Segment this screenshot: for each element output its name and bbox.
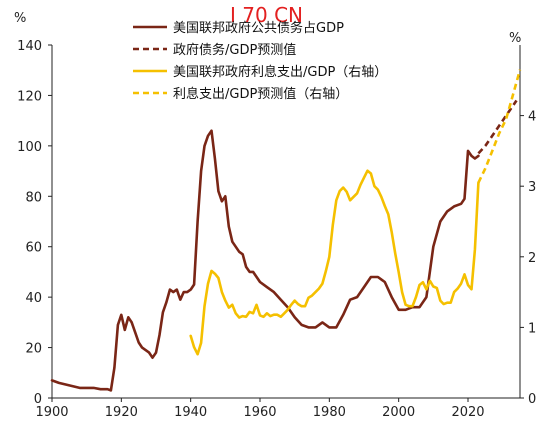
- legend-label: 美国联邦政府公共债务占GDP: [173, 20, 344, 36]
- legend: 美国联邦政府公共债务占GDP 政府债务/GDP预测值美国联邦政府利息支出/GDP（…: [133, 20, 387, 102]
- interest-gdp-line: [189, 169, 480, 356]
- x-ticks: 1900 1920 1940 1960 1980 2000 2020: [35, 398, 485, 420]
- watermark-text: I 70 CN: [230, 3, 303, 27]
- left-tick-label: 80: [25, 190, 42, 205]
- left-tick-label: 140: [17, 39, 42, 54]
- debt-gdp-line: [50, 129, 480, 392]
- left-tick-label: 100: [17, 140, 42, 155]
- right-tick-label: 0: [528, 392, 536, 407]
- right-tick-label: 3: [528, 180, 536, 195]
- series-layer: [50, 69, 522, 392]
- legend-label: 美国联邦政府利息支出/GDP（右轴）: [173, 64, 387, 80]
- axes: [51, 45, 521, 399]
- right-tick-label: 1: [528, 321, 536, 336]
- right-axis-unit: %: [509, 31, 521, 46]
- debt-gdp-projection-line: [477, 99, 518, 155]
- left-tick-label: 0: [34, 392, 42, 407]
- left-tick-label: 20: [25, 342, 42, 357]
- interest-gdp-projection-line: [477, 69, 522, 184]
- x-tick-label: 1900: [35, 405, 68, 420]
- left-tick-label: 60: [25, 241, 42, 256]
- left-y-ticks: 0 20 40 60 80 100 120 140: [17, 39, 52, 407]
- legend-label: 政府债务/GDP预测值: [173, 42, 296, 58]
- x-tick-label: 2000: [382, 405, 415, 420]
- right-tick-label: 2: [528, 251, 536, 266]
- x-tick-label: 1940: [174, 405, 207, 420]
- x-tick-label: 2020: [451, 405, 484, 420]
- legend-label: 利息支出/GDP预测值（右轴）: [173, 86, 348, 102]
- left-axis-unit: %: [14, 11, 26, 26]
- left-tick-label: 120: [17, 89, 42, 104]
- x-tick-label: 1960: [243, 405, 276, 420]
- x-tick-label: 1980: [313, 405, 346, 420]
- right-tick-label: 4: [528, 110, 536, 125]
- left-tick-label: 40: [25, 291, 42, 306]
- x-tick-label: 1920: [105, 405, 138, 420]
- right-y-ticks: 0 1 2 3 4: [520, 110, 536, 407]
